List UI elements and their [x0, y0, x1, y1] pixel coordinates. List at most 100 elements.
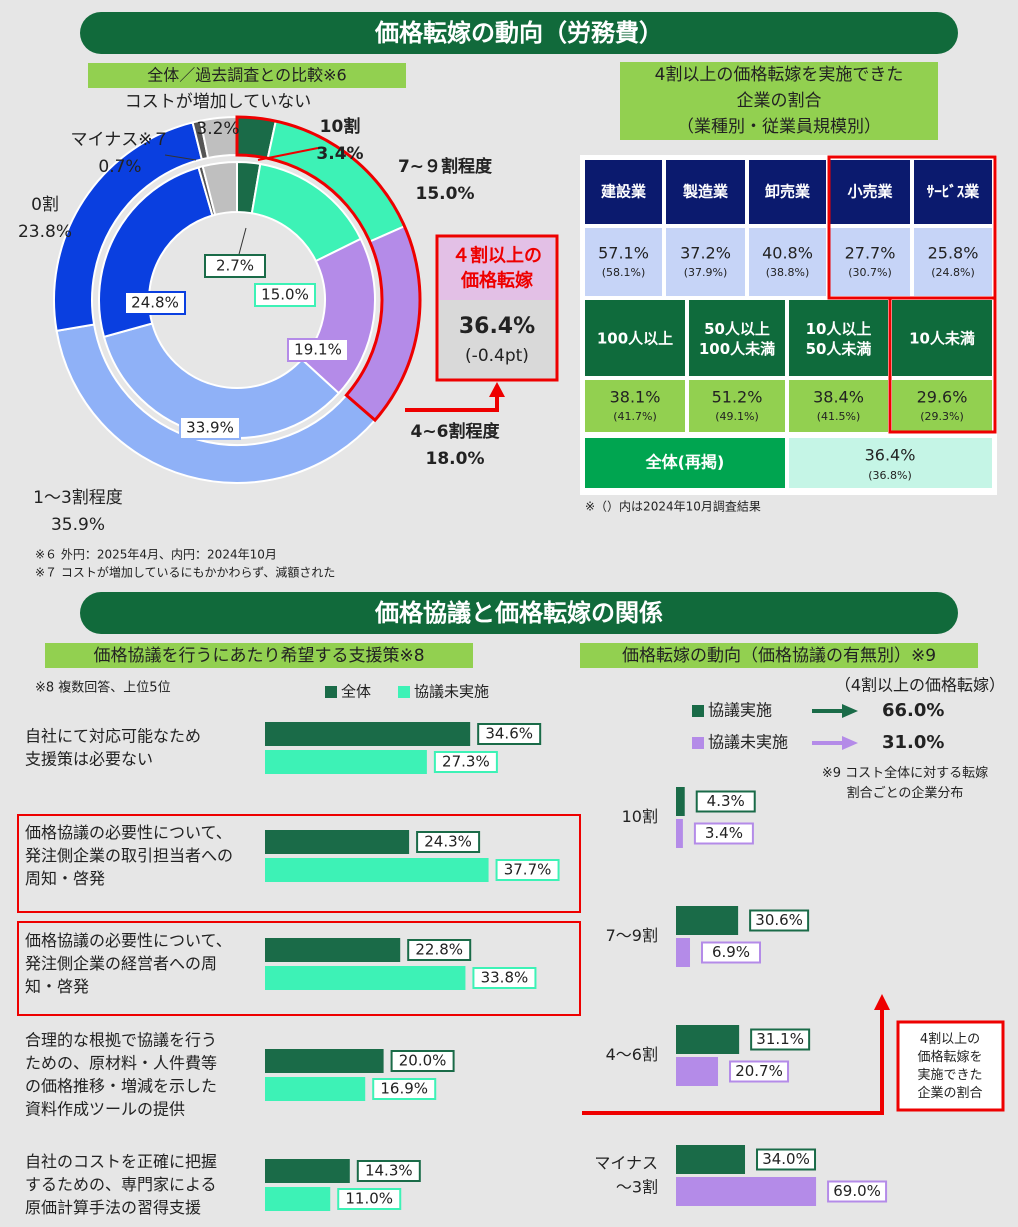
value-label: 31.1%: [756, 1030, 804, 1048]
table-previous: (37.9%): [684, 266, 728, 279]
value-label: 23.8%: [18, 222, 72, 242]
category-label: 4～6割: [606, 1045, 658, 1064]
leader: [237, 227, 247, 259]
arrow-head: [842, 704, 858, 718]
value-label-box: [729, 1060, 790, 1083]
value-label: 4.3%: [707, 792, 745, 810]
callout-title: ４割以上の価格転嫁: [452, 245, 542, 292]
legend-label: 協議未実施: [414, 683, 489, 701]
category-label: マイナス～3割: [594, 1153, 658, 1196]
table-previous: (41.7%): [613, 410, 657, 423]
callout-change: (-0.4pt): [465, 346, 529, 366]
table-header: [914, 160, 992, 224]
legend-label: 協議実施: [708, 701, 772, 720]
table-header-text: 建設業: [601, 183, 647, 201]
value-label: 3.4%: [316, 144, 363, 164]
category-label: 価格協議の必要性について、発注側企業の取引担当者への周知・啓発: [25, 823, 233, 888]
table-cell: [585, 228, 662, 296]
table-header: [892, 300, 992, 376]
chart-subtitle: （4割以上の価格転嫁）: [835, 676, 1005, 695]
table-value: 40.8%: [762, 244, 813, 263]
bar: [676, 1177, 817, 1206]
table-cell: [689, 380, 785, 432]
subtitle-bg: [620, 62, 938, 140]
value-label-box: [495, 859, 560, 881]
value-label: 30.6%: [755, 911, 803, 929]
table-cell: [914, 228, 992, 296]
value-label-box: [693, 822, 754, 845]
chart-title: 価格協議を行うにあたり希望する支援策※8: [93, 646, 424, 666]
table-cell: [749, 228, 826, 296]
value-label-box: [756, 1148, 817, 1171]
legend-total: 66.0%: [882, 700, 944, 721]
value-label: 0.7%: [98, 157, 141, 177]
note: ※７ コストが増加しているにもかかわらず、減額された: [35, 565, 335, 580]
value-label-box: [337, 1188, 402, 1210]
arrow-head: [842, 736, 858, 750]
table-cell: [830, 228, 910, 296]
table-header-text: 小売業: [847, 183, 893, 201]
callout-value: 36.4%: [459, 314, 535, 339]
category-label: 1～3割程度: [33, 488, 123, 508]
table-previous: (58.1%): [602, 266, 646, 279]
table-header: [830, 160, 910, 224]
category-label: マイナス※７: [71, 130, 170, 150]
bar: [265, 938, 401, 962]
value-label-box: [750, 1028, 811, 1051]
value-label: 20.7%: [735, 1062, 783, 1080]
value-label: 34.0%: [762, 1150, 810, 1168]
value-label: 24.8%: [131, 294, 179, 312]
bar: [265, 1077, 366, 1101]
table-previous: (41.5%): [817, 410, 861, 423]
donut-segment: [102, 322, 341, 439]
table-header-text: 卸売業: [765, 183, 811, 201]
table-previous: (24.8%): [931, 266, 975, 279]
chart-title: 全体／過去調査との比較※6: [147, 66, 346, 85]
value-label-box: [701, 941, 762, 964]
callout-head: [439, 238, 555, 300]
category-label: 自社のコストを正確に把握するための、専門家による原価計算手法の習得支援: [25, 1152, 217, 1217]
category-label: 4~6割程度: [411, 421, 501, 442]
table-header-text: 製造業: [682, 183, 729, 201]
category-label: 自社にて対応可能なため支援策は必要ない: [25, 726, 201, 768]
table-total-label-bg: [585, 438, 785, 488]
table-previous: (36.8%): [868, 469, 912, 482]
subtitle-bg: [580, 643, 978, 668]
value-label: 15.0%: [261, 286, 309, 304]
value-label-box: [179, 416, 241, 440]
value-label: 19.1%: [294, 341, 342, 359]
bar: [265, 1187, 331, 1211]
value-label-box: [407, 939, 472, 961]
table-cell: [666, 228, 745, 296]
value-label: 24.3%: [424, 833, 472, 851]
table-header: [789, 300, 888, 376]
value-label: 33.8%: [481, 969, 529, 987]
leader: [257, 147, 319, 161]
callout-box: [896, 1020, 1005, 1112]
value-label: 3.4%: [705, 824, 743, 842]
legend-swatch: [398, 686, 410, 698]
legend-label: 全体: [341, 683, 371, 701]
table-header: [749, 160, 826, 224]
value-label: 34.6%: [485, 725, 533, 743]
table-previous: (29.3%): [920, 410, 964, 423]
table-cell: [892, 380, 992, 432]
table-cell: [585, 380, 685, 432]
value-label: 27.3%: [442, 753, 490, 771]
leader: [164, 154, 197, 161]
value-label-box: [356, 1160, 421, 1182]
value-label: 3.2%: [196, 119, 239, 139]
category-label: 10割: [320, 116, 361, 137]
value-label: 6.9%: [712, 943, 750, 961]
table-value: 29.6%: [917, 388, 968, 407]
table-value: 38.1%: [610, 388, 661, 407]
legend-total: 31.0%: [882, 732, 944, 753]
section-header-bg: [80, 12, 958, 54]
note: ※9 コスト全体に対する転嫁割合ごとの企業分布: [822, 765, 988, 801]
table-header: [689, 300, 785, 376]
table-value: 25.8%: [928, 244, 979, 263]
bar: [265, 1159, 350, 1183]
bar: [265, 1049, 384, 1073]
legend-swatch: [692, 737, 704, 749]
